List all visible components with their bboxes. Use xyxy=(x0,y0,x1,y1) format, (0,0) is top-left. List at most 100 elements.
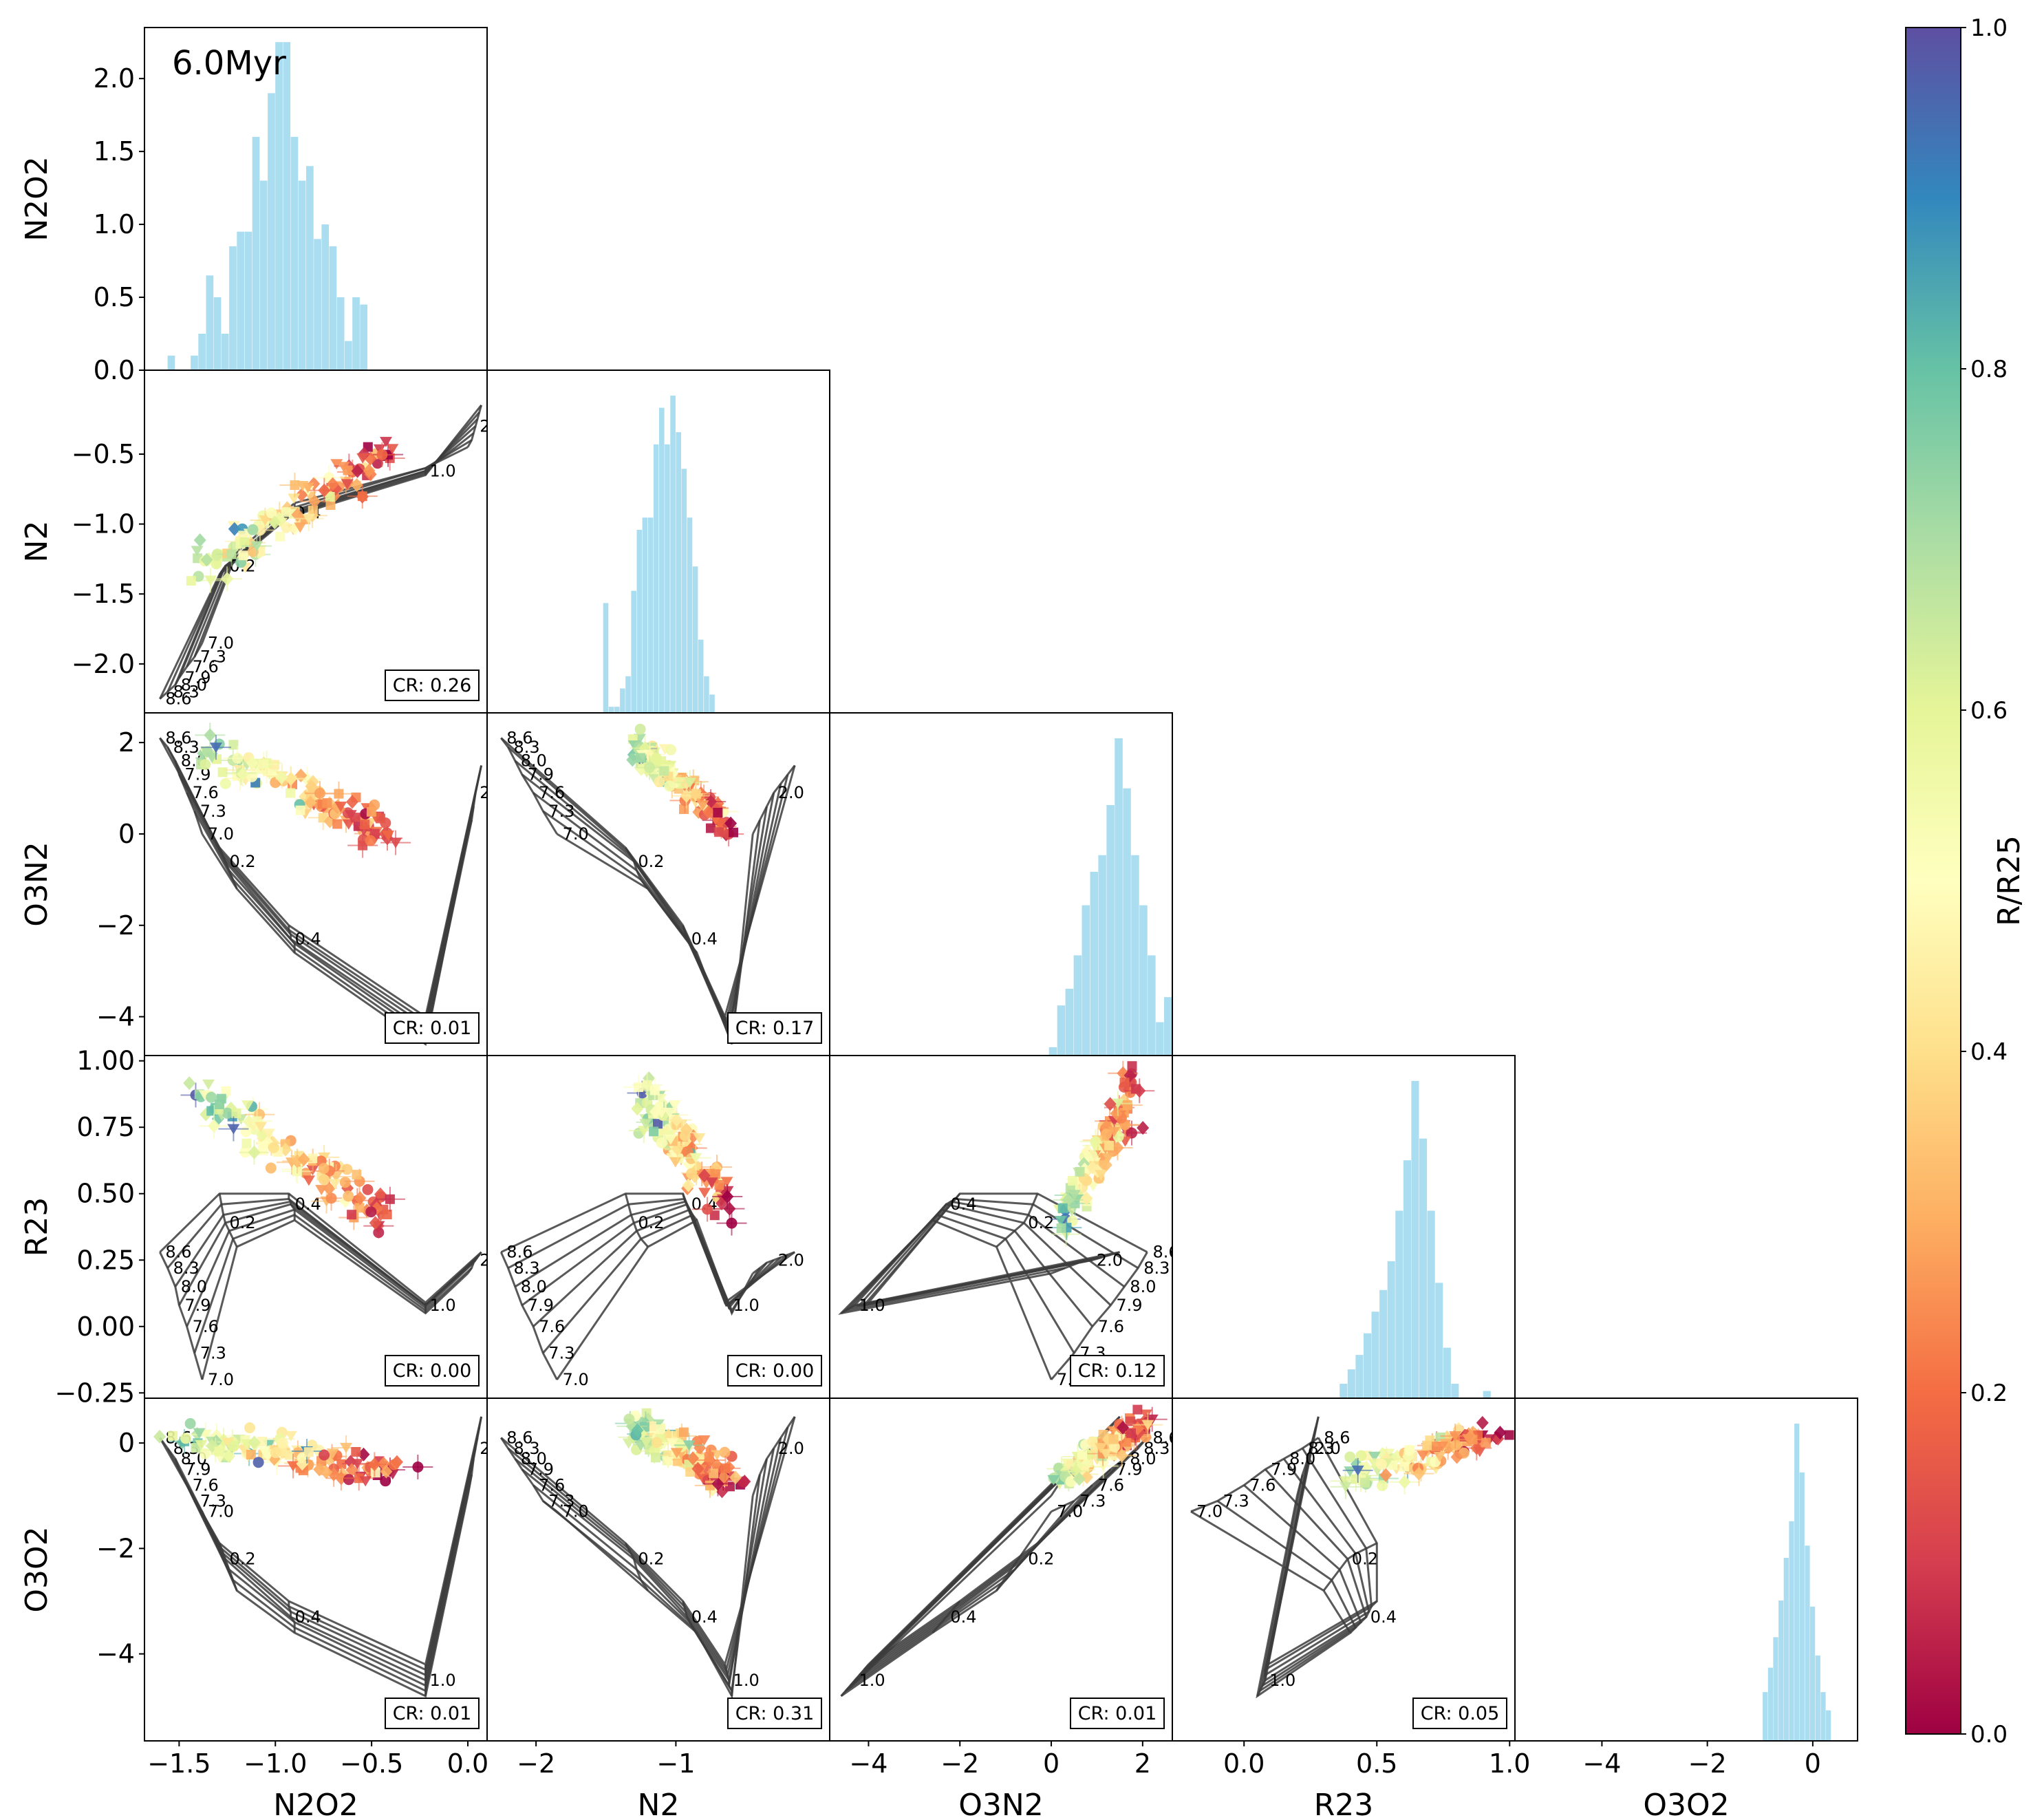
metallicity-label: 8.3 xyxy=(514,1259,540,1278)
data-point xyxy=(193,1428,206,1439)
data-point xyxy=(680,1122,693,1137)
data-point xyxy=(389,837,402,848)
data-point xyxy=(1054,1216,1067,1226)
histogram-bar xyxy=(1082,905,1090,1056)
x-tick-label: −2 xyxy=(940,1748,979,1779)
y-tick-label: −2.0 xyxy=(72,649,135,679)
model-grid-line xyxy=(751,764,796,835)
panel-content: 7.07.37.67.98.08.38.60.20.41.02.0 xyxy=(153,1416,487,1698)
data-point xyxy=(330,459,343,470)
data-point xyxy=(713,808,723,817)
data-point xyxy=(1433,1451,1446,1462)
data-point xyxy=(670,1448,683,1459)
y-tick-label: 0.50 xyxy=(76,1179,135,1209)
data-point xyxy=(1090,1136,1101,1148)
histogram-bar xyxy=(1048,1047,1057,1056)
data-point xyxy=(359,1476,372,1487)
histogram-bar xyxy=(336,297,345,370)
histogram-bar xyxy=(206,275,214,370)
histogram-bar xyxy=(636,530,643,713)
y-tick-label: 2.0 xyxy=(94,63,135,94)
data-point xyxy=(682,1178,695,1192)
data-point xyxy=(1450,1439,1462,1451)
model-grid-line xyxy=(724,1664,733,1696)
histogram-bar xyxy=(244,231,252,370)
ionisation-label: 2.0 xyxy=(480,1250,506,1270)
histogram-bar xyxy=(329,246,337,370)
y-tick-label: 0.75 xyxy=(76,1112,135,1142)
colorbar-ticks: 0.0 0.2 0.4 0.6 0.8 1.0 xyxy=(1961,14,2008,1748)
histogram-bar xyxy=(1763,1692,1768,1741)
data-point xyxy=(1068,1190,1081,1201)
data-point xyxy=(720,1463,731,1473)
metallicity-label: 8.0 xyxy=(521,751,547,771)
histogram-bar xyxy=(1799,1472,1805,1741)
data-point xyxy=(365,1206,377,1218)
data-point xyxy=(204,728,217,742)
data-point xyxy=(654,776,665,788)
data-point xyxy=(682,1440,696,1451)
data-point xyxy=(631,1423,644,1437)
histogram-bar xyxy=(709,694,715,713)
model-grid: 7.07.37.67.98.08.38.6 0.2 0.4 1.0 2.0 xyxy=(500,1415,804,1700)
data-point xyxy=(1476,1415,1489,1430)
y-tick-label: 0.00 xyxy=(76,1312,135,1342)
data-point xyxy=(636,753,645,763)
data-point xyxy=(368,1457,381,1472)
histogram-bar xyxy=(268,93,275,370)
ionisation-label: 2.0 xyxy=(1315,1439,1341,1458)
metallicity-label: 8.0 xyxy=(521,1449,547,1468)
cr-box xyxy=(385,1012,480,1044)
data-point xyxy=(232,753,244,764)
model-grid-line xyxy=(218,1193,238,1248)
data-point xyxy=(723,1201,736,1216)
data-point xyxy=(284,772,297,786)
cr-label: CR: 0.00 xyxy=(393,1360,472,1382)
data-point xyxy=(385,1194,395,1204)
histogram-bar xyxy=(625,676,631,713)
ionisation-label: 0.4 xyxy=(295,930,321,949)
y-axis-label-o3o2: O3O2 xyxy=(19,1526,54,1612)
cr-box xyxy=(385,1355,480,1387)
metallicity-label: 8.0 xyxy=(181,675,207,694)
data-point xyxy=(1104,1140,1114,1150)
cr-box xyxy=(727,1012,822,1044)
data-point xyxy=(1110,1106,1123,1121)
cr-box xyxy=(1070,1698,1165,1729)
scatter-panel-n2o2-vs-o3n2: 7.07.37.67.98.08.38.60.20.41.02.0CR: 0.0… xyxy=(144,712,488,1056)
model-grid-line xyxy=(1256,1664,1269,1697)
data-point xyxy=(258,1446,271,1457)
metallicity-label: 7.0 xyxy=(563,1502,589,1521)
data-point xyxy=(284,1450,294,1460)
data-point xyxy=(1379,1468,1392,1482)
data-point xyxy=(252,1457,264,1468)
model-grid-line xyxy=(500,737,558,835)
data-point xyxy=(305,779,318,793)
data-point xyxy=(259,515,272,526)
data-point xyxy=(228,522,241,536)
data-points xyxy=(626,723,744,847)
x-tick-label: −1.0 xyxy=(244,1748,307,1779)
age-annotation: 6.0Myr xyxy=(172,44,286,83)
panel-content: 7.07.37.67.98.08.38.60.20.41.02.0 xyxy=(159,404,487,709)
colorbar-tick-label: 0.6 xyxy=(1970,697,2008,725)
data-point xyxy=(334,789,344,799)
data-points xyxy=(153,1417,433,1491)
data-point xyxy=(369,799,380,811)
metallicity-label: 7.9 xyxy=(1271,1459,1297,1479)
cr-label: CR: 0.01 xyxy=(1078,1703,1157,1724)
data-point xyxy=(354,1191,367,1206)
data-point xyxy=(268,1142,279,1153)
data-point xyxy=(265,1162,277,1174)
data-point xyxy=(1462,1434,1475,1445)
metallicity-label: 8.3 xyxy=(1143,1259,1170,1278)
metallicity-label: 8.6 xyxy=(165,1243,191,1262)
histogram-bar xyxy=(647,517,654,713)
colorbar-tick-label: 0.0 xyxy=(1970,1721,2008,1748)
data-point xyxy=(350,478,363,492)
panel-content: 7.07.37.67.98.08.38.60.20.41.02.0 xyxy=(500,1408,804,1700)
histogram-bar xyxy=(614,707,620,713)
model-grid-line xyxy=(1051,1437,1148,1513)
data-point xyxy=(241,1100,254,1111)
histogram-bar xyxy=(1826,1710,1831,1741)
